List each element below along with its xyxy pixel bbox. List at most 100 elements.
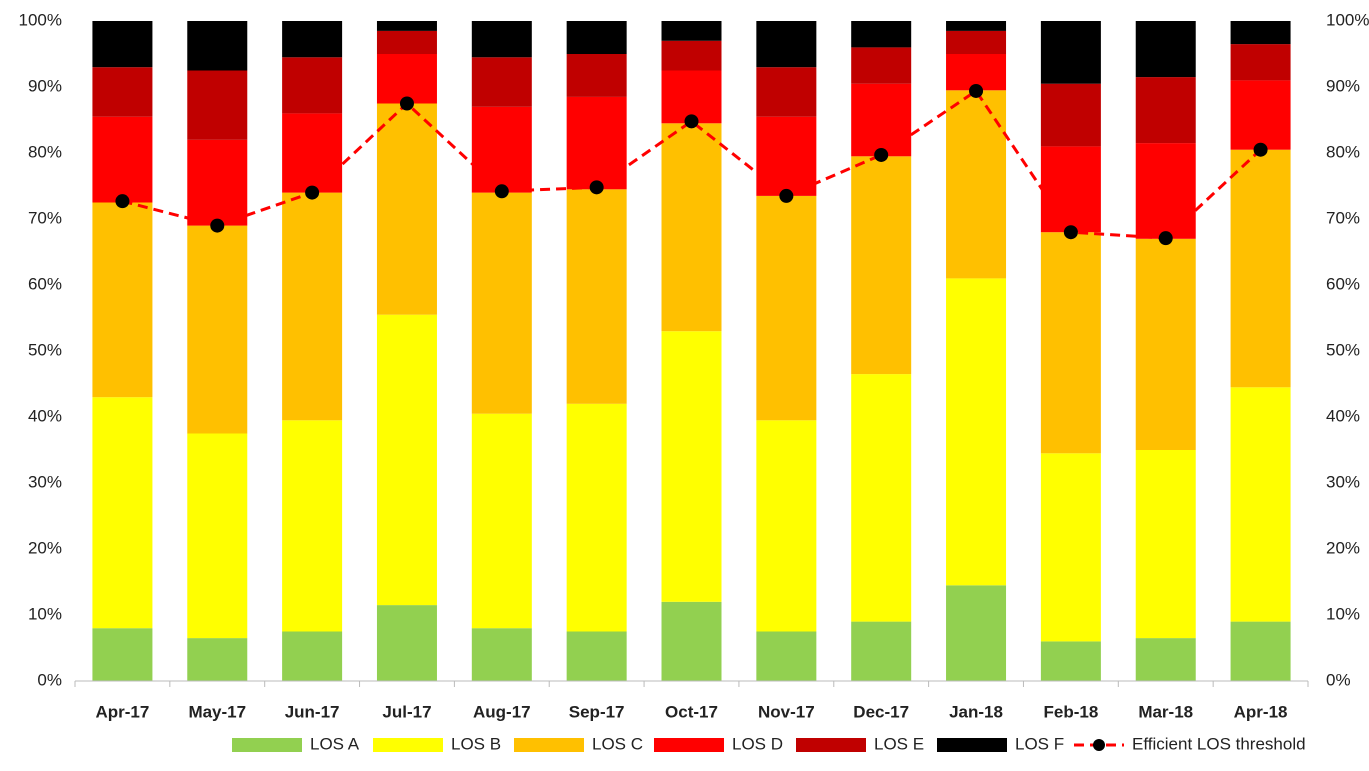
threshold-marker (969, 83, 984, 98)
y2-tick-label: 20% (1326, 538, 1360, 557)
x-tick-label: Jul-17 (382, 702, 431, 721)
x-tick-label: Jan-18 (949, 702, 1003, 721)
bar-segment (187, 21, 248, 71)
legend-swatch (654, 738, 724, 752)
y2-tick-label: 50% (1326, 340, 1360, 359)
bar-segment (756, 21, 817, 68)
y-tick-label: 60% (28, 274, 62, 293)
bar-segment (92, 21, 153, 68)
threshold-marker (399, 96, 414, 111)
y2-tick-label: 100% (1326, 10, 1369, 29)
x-tick-label: Aug-17 (473, 702, 531, 721)
bar-segment (661, 21, 722, 41)
threshold-marker (210, 218, 225, 233)
x-tick-label: Dec-17 (853, 702, 909, 721)
threshold-marker (305, 185, 320, 200)
bar-segment (851, 621, 912, 681)
bar-segment (282, 420, 343, 632)
threshold-marker (589, 180, 604, 195)
y2-tick-label: 10% (1326, 604, 1360, 623)
x-tick-label: Mar-18 (1138, 702, 1193, 721)
bar-segment (756, 195, 817, 421)
x-tick-label: May-17 (188, 702, 246, 721)
x-tick-label: Apr-17 (95, 702, 149, 721)
bar-segment (566, 21, 627, 54)
threshold-marker (1063, 225, 1078, 240)
bar-segment (187, 433, 248, 639)
bar-segment (187, 225, 248, 434)
threshold-marker (494, 184, 509, 199)
y-tick-label: 30% (28, 472, 62, 491)
bar-segment (1230, 149, 1291, 388)
bar-segment (1230, 80, 1291, 150)
y2-tick-label: 40% (1326, 406, 1360, 425)
legend-label: LOS E (874, 734, 924, 753)
bar-segment (282, 113, 343, 193)
bar-segment (471, 57, 532, 107)
threshold-marker (115, 194, 130, 209)
bar-segment (1135, 238, 1196, 450)
bar-segment (1040, 232, 1101, 454)
legend-swatch (796, 738, 866, 752)
x-tick-label: Oct-17 (665, 702, 718, 721)
bar-segment (471, 21, 532, 58)
bar-segment (376, 103, 437, 315)
bar-segment (946, 278, 1007, 586)
bar-segment (1040, 641, 1101, 681)
bar-segment (851, 156, 912, 375)
legend-label: LOS C (592, 734, 643, 753)
y-tick-label: 70% (28, 208, 62, 227)
y-tick-label: 100% (19, 10, 62, 29)
bar-segment (187, 70, 248, 140)
bar-segment (187, 638, 248, 681)
y-tick-label: 50% (28, 340, 62, 359)
bar-segment (851, 47, 912, 84)
y2-tick-label: 80% (1326, 142, 1360, 161)
bar-segment (187, 139, 248, 226)
bar-segment (92, 397, 153, 629)
bar-segment (851, 374, 912, 622)
bar-segment (471, 413, 532, 629)
bar-segment (376, 605, 437, 681)
bar-segment (566, 631, 627, 681)
bar-segment (1040, 146, 1101, 233)
bar-segment (661, 40, 722, 71)
bar-segment (566, 189, 627, 404)
bar-segment (1135, 143, 1196, 239)
bar-segment (756, 67, 817, 117)
y-tick-label: 40% (28, 406, 62, 425)
bar-segment (1230, 21, 1291, 45)
bar-segment (946, 585, 1007, 681)
y2-tick-label: 90% (1326, 76, 1360, 95)
bar-segment (661, 123, 722, 332)
bar-segment (471, 192, 532, 414)
y-tick-label: 80% (28, 142, 62, 161)
bar-segment (376, 314, 437, 606)
y2-tick-label: 60% (1326, 274, 1360, 293)
legend-label: LOS D (732, 734, 783, 753)
threshold-marker (1253, 142, 1268, 157)
threshold-marker (1158, 231, 1173, 246)
legend-swatch (514, 738, 584, 752)
threshold-marker (779, 188, 794, 203)
bar-segment (376, 54, 437, 104)
bar-segment (282, 192, 343, 421)
bar-segment (1135, 450, 1196, 639)
legend-swatch (373, 738, 443, 752)
bar-segment (282, 631, 343, 681)
bar-segment (946, 21, 1007, 31)
y2-tick-label: 30% (1326, 472, 1360, 491)
x-tick-label: Jun-17 (285, 702, 340, 721)
bar-segment (851, 21, 912, 48)
legend-label: Efficient LOS threshold (1132, 734, 1306, 753)
bar-segment (756, 116, 817, 196)
bar-segment (946, 30, 1007, 54)
bar-segment (1040, 21, 1101, 84)
bar-segment (1230, 621, 1291, 681)
threshold-marker (874, 147, 889, 162)
x-tick-label: Sep-17 (569, 702, 625, 721)
x-tick-label: Apr-18 (1234, 702, 1288, 721)
bar-segment (566, 54, 627, 97)
bar-segment (282, 57, 343, 114)
